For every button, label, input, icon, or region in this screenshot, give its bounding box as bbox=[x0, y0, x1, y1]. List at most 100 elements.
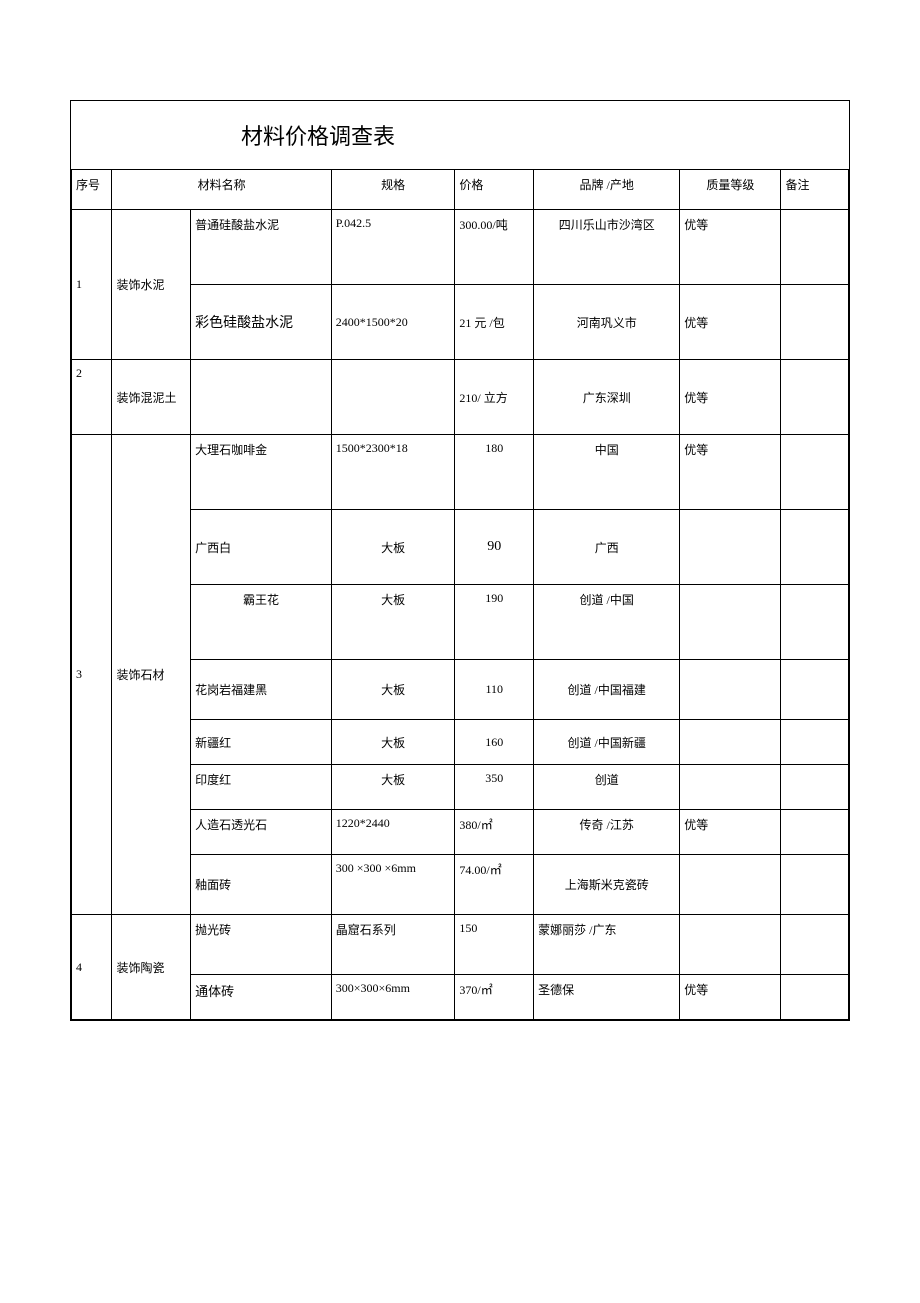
table-row: 4 装饰陶瓷 抛光砖 晶窟石系列 150 蒙娜丽莎 /广东 bbox=[72, 915, 849, 975]
table-row: 3 装饰石材 大理石咖啡金 1500*2300*18 180 中国 优等 bbox=[72, 435, 849, 510]
cell-brand: 创道 /中国新疆 bbox=[534, 720, 680, 765]
cell-brand: 河南巩义市 bbox=[534, 285, 680, 360]
cell-grade: 优等 bbox=[680, 210, 781, 285]
cell-brand: 四川乐山市沙湾区 bbox=[534, 210, 680, 285]
header-seq: 序号 bbox=[72, 170, 112, 210]
cell-brand: 创道 /中国福建 bbox=[534, 660, 680, 720]
cell-grade bbox=[680, 660, 781, 720]
cell-name bbox=[191, 360, 332, 435]
cell-spec: 300×300×6mm bbox=[331, 975, 455, 1020]
cell-seq: 3 bbox=[72, 435, 112, 915]
cell-grade: 优等 bbox=[680, 435, 781, 510]
cell-name: 彩色硅酸盐水泥 bbox=[191, 285, 332, 360]
cell-brand: 蒙娜丽莎 /广东 bbox=[534, 915, 680, 975]
cell-note bbox=[781, 765, 849, 810]
cell-grade bbox=[680, 585, 781, 660]
table-header-row: 序号 材料名称 规格 价格 品牌 /产地 质量等级 备注 bbox=[72, 170, 849, 210]
cell-grade: 优等 bbox=[680, 360, 781, 435]
cell-brand: 中国 bbox=[534, 435, 680, 510]
cell-price: 74.00/㎡ bbox=[455, 855, 534, 915]
cell-note bbox=[781, 915, 849, 975]
cell-spec: 晶窟石系列 bbox=[331, 915, 455, 975]
table-row: 1 装饰水泥 普通硅酸盐水泥 P.042.5 300.00/吨 四川乐山市沙湾区… bbox=[72, 210, 849, 285]
document-container: 材料价格调查表 序号 材料名称 规格 价格 品牌 /产地 质量等级 备注 1 装… bbox=[70, 100, 850, 1021]
cell-price: 210/ 立方 bbox=[455, 360, 534, 435]
cell-note bbox=[781, 510, 849, 585]
cell-price: 160 bbox=[455, 720, 534, 765]
cell-price: 370/㎡ bbox=[455, 975, 534, 1020]
header-material-name: 材料名称 bbox=[112, 170, 331, 210]
cell-grade bbox=[680, 855, 781, 915]
cell-name: 普通硅酸盐水泥 bbox=[191, 210, 332, 285]
cell-spec: 大板 bbox=[331, 585, 455, 660]
cell-category: 装饰石材 bbox=[112, 435, 191, 915]
cell-price: 380/㎡ bbox=[455, 810, 534, 855]
cell-price: 150 bbox=[455, 915, 534, 975]
cell-note bbox=[781, 720, 849, 765]
cell-category: 装饰混泥土 bbox=[112, 360, 191, 435]
cell-seq: 2 bbox=[72, 360, 112, 435]
cell-note bbox=[781, 585, 849, 660]
document-title: 材料价格调查表 bbox=[71, 101, 849, 169]
cell-spec: 大板 bbox=[331, 765, 455, 810]
header-note: 备注 bbox=[781, 170, 849, 210]
cell-brand: 广东深圳 bbox=[534, 360, 680, 435]
cell-note bbox=[781, 285, 849, 360]
cell-grade bbox=[680, 915, 781, 975]
cell-brand: 上海斯米克瓷砖 bbox=[534, 855, 680, 915]
cell-brand: 广西 bbox=[534, 510, 680, 585]
cell-spec: 大板 bbox=[331, 720, 455, 765]
cell-note bbox=[781, 360, 849, 435]
cell-price: 110 bbox=[455, 660, 534, 720]
cell-spec: 1500*2300*18 bbox=[331, 435, 455, 510]
cell-name: 花岗岩福建黑 bbox=[191, 660, 332, 720]
cell-grade bbox=[680, 720, 781, 765]
cell-name: 新疆红 bbox=[191, 720, 332, 765]
cell-note bbox=[781, 855, 849, 915]
cell-price: 190 bbox=[455, 585, 534, 660]
cell-spec: 大板 bbox=[331, 660, 455, 720]
cell-brand: 圣德保 bbox=[534, 975, 680, 1020]
cell-seq: 1 bbox=[72, 210, 112, 360]
header-spec: 规格 bbox=[331, 170, 455, 210]
cell-spec: P.042.5 bbox=[331, 210, 455, 285]
cell-grade bbox=[680, 510, 781, 585]
cell-price: 350 bbox=[455, 765, 534, 810]
cell-name: 广西白 bbox=[191, 510, 332, 585]
cell-name: 抛光砖 bbox=[191, 915, 332, 975]
cell-name: 釉面砖 bbox=[191, 855, 332, 915]
cell-note bbox=[781, 210, 849, 285]
cell-price: 21 元 /包 bbox=[455, 285, 534, 360]
cell-name: 通体砖 bbox=[191, 975, 332, 1020]
header-price: 价格 bbox=[455, 170, 534, 210]
cell-price: 90 bbox=[455, 510, 534, 585]
cell-price: 300.00/吨 bbox=[455, 210, 534, 285]
cell-grade: 优等 bbox=[680, 810, 781, 855]
cell-brand: 创道 /中国 bbox=[534, 585, 680, 660]
cell-spec: 2400*1500*20 bbox=[331, 285, 455, 360]
cell-grade: 优等 bbox=[680, 285, 781, 360]
cell-note bbox=[781, 660, 849, 720]
cell-note bbox=[781, 975, 849, 1020]
cell-name: 霸王花 bbox=[191, 585, 332, 660]
cell-spec: 300 ×300 ×6mm bbox=[331, 855, 455, 915]
cell-note bbox=[781, 435, 849, 510]
cell-note bbox=[781, 810, 849, 855]
cell-category: 装饰水泥 bbox=[112, 210, 191, 360]
cell-brand: 创道 bbox=[534, 765, 680, 810]
table-row: 2 装饰混泥土 210/ 立方 广东深圳 优等 bbox=[72, 360, 849, 435]
cell-seq: 4 bbox=[72, 915, 112, 1020]
cell-brand: 传奇 /江苏 bbox=[534, 810, 680, 855]
cell-name: 大理石咖啡金 bbox=[191, 435, 332, 510]
cell-spec: 1220*2440 bbox=[331, 810, 455, 855]
header-brand: 品牌 /产地 bbox=[534, 170, 680, 210]
cell-name: 印度红 bbox=[191, 765, 332, 810]
cell-grade bbox=[680, 765, 781, 810]
price-survey-table: 序号 材料名称 规格 价格 品牌 /产地 质量等级 备注 1 装饰水泥 普通硅酸… bbox=[71, 169, 849, 1020]
cell-category: 装饰陶瓷 bbox=[112, 915, 191, 1020]
cell-name: 人造石透光石 bbox=[191, 810, 332, 855]
cell-grade: 优等 bbox=[680, 975, 781, 1020]
cell-price: 180 bbox=[455, 435, 534, 510]
cell-spec bbox=[331, 360, 455, 435]
cell-spec: 大板 bbox=[331, 510, 455, 585]
